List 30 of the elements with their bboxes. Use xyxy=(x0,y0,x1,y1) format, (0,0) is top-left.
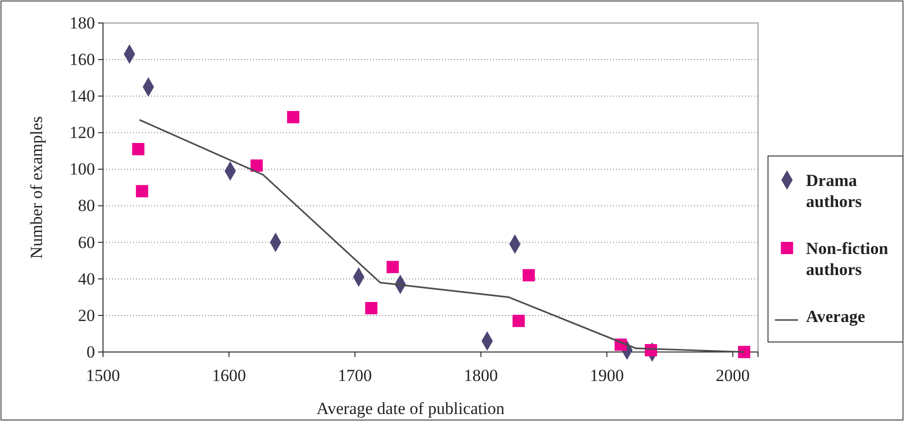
x-tick-label: 1600 xyxy=(212,366,246,386)
point xyxy=(136,185,148,198)
x-tick-label: 1700 xyxy=(338,366,372,386)
point xyxy=(386,260,399,274)
y-tick-label: 80 xyxy=(78,196,95,216)
y-axis-title: Number of examples xyxy=(27,116,46,259)
point xyxy=(738,346,750,358)
y-tick-label: 20 xyxy=(78,306,95,325)
point xyxy=(132,142,144,156)
point xyxy=(512,314,525,328)
legend-label: Non-fiction authors xyxy=(806,239,889,279)
point xyxy=(250,159,263,172)
x-tick-label: 1900 xyxy=(590,366,624,386)
legend-label: Average xyxy=(806,307,866,326)
y-tick-label: 60 xyxy=(78,232,95,252)
legend-label: Drama authors xyxy=(806,171,862,211)
y-tick-label: 160 xyxy=(70,50,95,69)
y-tick-label: 40 xyxy=(78,269,95,288)
x-axis-title: Average date of publication xyxy=(316,399,506,418)
y-tick-label: 140 xyxy=(70,86,95,106)
y-tick-label: 0 xyxy=(86,342,95,362)
point xyxy=(522,269,535,282)
y-tick-label: 100 xyxy=(70,160,95,179)
x-tick-label: 1800 xyxy=(464,366,498,386)
x-tick-label: 1500 xyxy=(86,366,120,386)
point xyxy=(287,111,300,124)
y-tick-label: 180 xyxy=(70,13,95,32)
x-tick-label: 2000 xyxy=(716,366,750,386)
point xyxy=(365,302,378,314)
y-tick-label: 120 xyxy=(70,123,95,142)
